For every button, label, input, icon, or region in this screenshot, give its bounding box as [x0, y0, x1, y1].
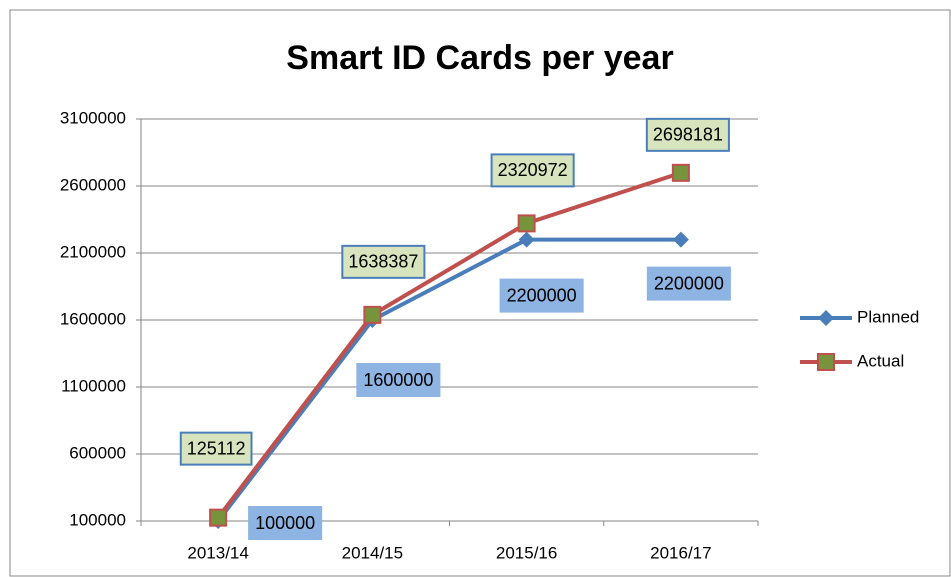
marker	[518, 231, 535, 248]
chart-border	[9, 9, 951, 577]
marker	[817, 353, 835, 371]
data-label-box	[341, 244, 426, 279]
data-label: 2200000	[646, 266, 731, 301]
data-label-text: 1638387	[348, 252, 418, 272]
data-label: 2200000	[499, 278, 584, 313]
y-tick-label: 3100000	[60, 108, 126, 127]
data-label-box	[356, 363, 441, 397]
data-label-text: 2320972	[498, 160, 568, 180]
data-label-box	[179, 431, 253, 466]
marker	[671, 163, 690, 182]
marker	[672, 231, 689, 248]
data-label: 100000	[248, 506, 323, 540]
y-tick-label: 1100000	[61, 376, 126, 395]
data-label: 2698181	[645, 117, 730, 152]
chart-title: Smart ID Cards per year	[286, 39, 673, 77]
data-label-box	[646, 266, 731, 301]
data-label: 1638387	[341, 244, 426, 279]
marker	[209, 508, 228, 527]
data-label-box	[490, 153, 575, 188]
data-label-text: 125112	[187, 438, 246, 458]
series-line	[216, 237, 681, 523]
marker	[363, 305, 382, 324]
data-label-text: 2698181	[653, 125, 723, 145]
legend-label: Actual	[857, 351, 904, 370]
x-tick-label: 2013/14	[187, 543, 248, 562]
marker	[517, 214, 536, 233]
series-line	[216, 170, 682, 519]
x-tick-label: 2016/17	[650, 543, 711, 562]
data-label-text: 100000	[255, 513, 315, 533]
x-tick-label: 2015/16	[496, 543, 557, 562]
data-label: 1600000	[356, 363, 441, 397]
data-label-text: 2200000	[507, 285, 577, 305]
y-tick-label: 2100000	[60, 242, 126, 261]
data-label-text: 1600000	[363, 370, 433, 390]
data-label: 125112	[179, 431, 253, 466]
y-tick-label: 1600000	[60, 309, 126, 328]
data-label-box	[248, 506, 323, 540]
y-tick-label: 100000	[69, 510, 126, 529]
data-label-box	[499, 278, 584, 313]
marker	[818, 310, 834, 326]
y-tick-label: 2600000	[60, 175, 126, 194]
y-tick-label: 600000	[69, 443, 126, 462]
data-label-text: 2200000	[654, 273, 724, 293]
legend-label: Planned	[857, 307, 919, 326]
data-label-box	[645, 117, 730, 152]
x-tick-label: 2014/15	[342, 543, 403, 562]
data-label: 2320972	[490, 153, 575, 188]
